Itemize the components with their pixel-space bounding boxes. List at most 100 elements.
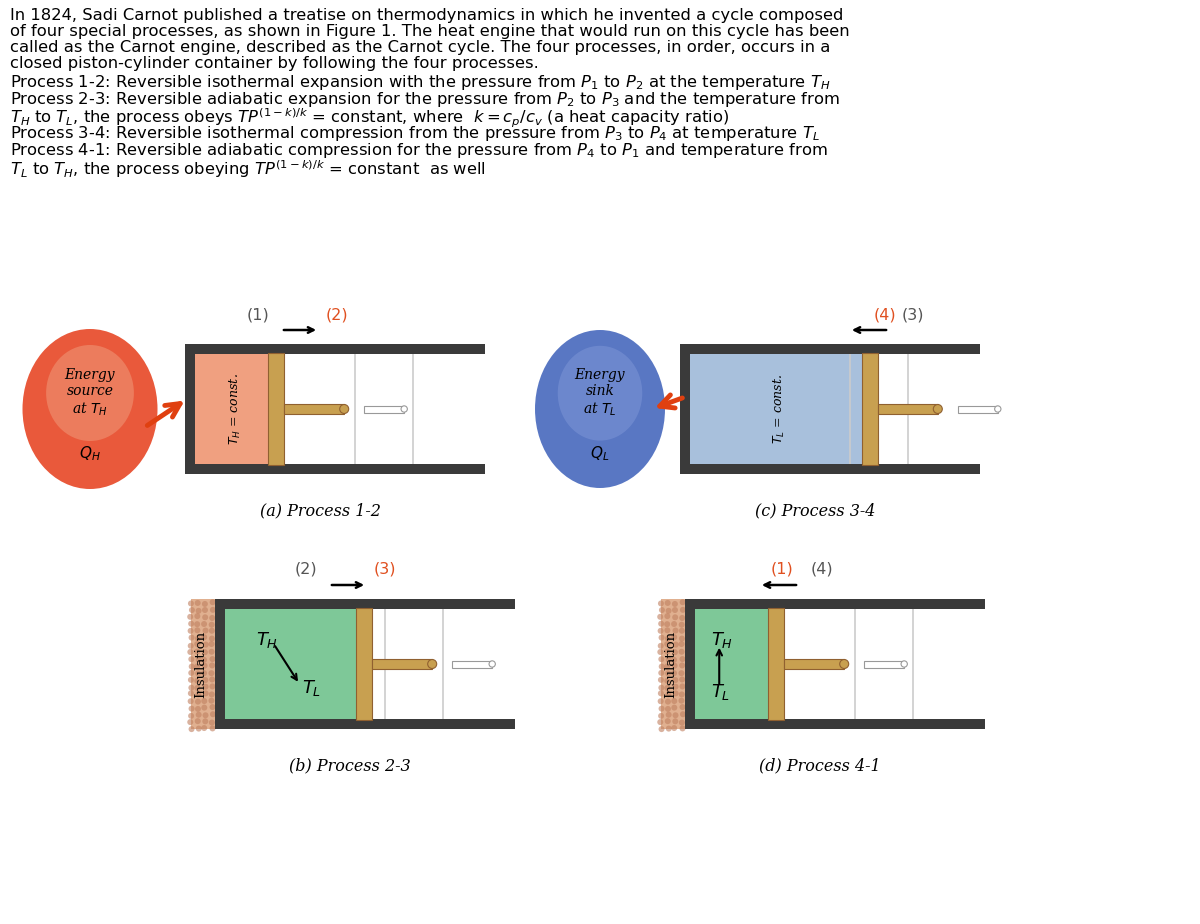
Circle shape <box>672 614 678 620</box>
Circle shape <box>210 599 216 605</box>
Circle shape <box>196 671 202 676</box>
Circle shape <box>659 663 665 670</box>
Circle shape <box>665 649 671 654</box>
Text: $T_H$ to $T_L$, the process obeys $TP^{(1-k)/k}$ = constant, where  $k = c_p/c_v: $T_H$ to $T_L$, the process obeys $TP^{(… <box>10 107 730 130</box>
Circle shape <box>194 678 200 684</box>
Circle shape <box>658 643 664 649</box>
Circle shape <box>188 607 194 613</box>
Circle shape <box>679 599 685 605</box>
Circle shape <box>659 726 665 732</box>
Circle shape <box>202 650 208 655</box>
Circle shape <box>671 621 677 627</box>
Circle shape <box>665 636 671 641</box>
Ellipse shape <box>558 346 642 441</box>
Text: $T_L$: $T_L$ <box>301 678 320 699</box>
Circle shape <box>672 684 678 689</box>
Text: Process 2-3: Reversible adiabatic expansion for the pressure from $P_2$ to $P_3$: Process 2-3: Reversible adiabatic expans… <box>10 90 840 109</box>
Circle shape <box>209 691 215 698</box>
Circle shape <box>659 635 665 640</box>
Text: (4): (4) <box>874 307 896 322</box>
Text: Process 3-4: Reversible isothermal compression from the pressure from $P_3$ to $: Process 3-4: Reversible isothermal compr… <box>10 124 820 143</box>
Text: $T_L$ = const.: $T_L$ = const. <box>773 374 787 444</box>
Circle shape <box>187 719 193 725</box>
Text: (2): (2) <box>294 562 317 577</box>
Circle shape <box>665 614 671 619</box>
Circle shape <box>671 670 677 676</box>
Circle shape <box>202 663 208 669</box>
Circle shape <box>209 720 215 725</box>
Circle shape <box>196 691 202 698</box>
Text: $T_L$: $T_L$ <box>712 682 731 701</box>
Circle shape <box>210 684 216 689</box>
Circle shape <box>658 699 664 704</box>
Circle shape <box>679 663 685 668</box>
Bar <box>365 609 515 719</box>
Circle shape <box>658 649 664 655</box>
Circle shape <box>665 685 671 691</box>
Circle shape <box>209 641 215 647</box>
Circle shape <box>679 725 685 732</box>
Circle shape <box>659 706 665 711</box>
Circle shape <box>194 600 200 606</box>
Circle shape <box>188 690 194 697</box>
Circle shape <box>209 670 215 676</box>
Bar <box>226 609 365 719</box>
Circle shape <box>202 614 208 620</box>
Circle shape <box>202 705 208 711</box>
Circle shape <box>203 712 209 718</box>
Bar <box>685 599 695 729</box>
Circle shape <box>658 627 664 634</box>
Circle shape <box>658 690 664 697</box>
Ellipse shape <box>427 660 437 668</box>
Bar <box>356 608 372 720</box>
Circle shape <box>203 641 209 648</box>
Circle shape <box>202 670 208 676</box>
Circle shape <box>203 684 209 689</box>
Text: (4): (4) <box>811 562 834 577</box>
Circle shape <box>658 677 664 683</box>
Bar <box>215 719 515 729</box>
Circle shape <box>210 656 216 663</box>
Circle shape <box>194 718 200 724</box>
Circle shape <box>672 712 678 718</box>
Bar <box>690 354 870 464</box>
Text: $T_H$: $T_H$ <box>256 630 277 650</box>
Circle shape <box>209 649 215 655</box>
Circle shape <box>665 671 671 676</box>
Ellipse shape <box>995 406 1001 412</box>
Bar <box>372 659 432 669</box>
Circle shape <box>658 713 664 719</box>
Circle shape <box>673 641 679 648</box>
Bar <box>695 609 776 719</box>
Circle shape <box>188 601 194 606</box>
Circle shape <box>194 685 200 691</box>
Text: $Q_H$: $Q_H$ <box>79 444 101 463</box>
Circle shape <box>187 627 193 634</box>
Bar <box>870 354 980 464</box>
Circle shape <box>679 627 685 634</box>
Circle shape <box>187 643 193 649</box>
Circle shape <box>671 725 677 731</box>
Circle shape <box>666 725 672 732</box>
Circle shape <box>196 711 202 718</box>
Text: In 1824, Sadi Carnot published a treatise on thermodynamics in which he invented: In 1824, Sadi Carnot published a treatis… <box>10 8 844 23</box>
Circle shape <box>210 607 216 613</box>
Circle shape <box>659 656 665 663</box>
Text: $T_H$ = const.: $T_H$ = const. <box>228 373 244 445</box>
Ellipse shape <box>23 329 157 489</box>
Circle shape <box>209 663 215 668</box>
Bar <box>185 344 194 474</box>
Text: (3): (3) <box>902 307 924 322</box>
Text: (1): (1) <box>770 562 793 577</box>
Circle shape <box>672 650 678 655</box>
Circle shape <box>188 621 194 626</box>
Text: Process 1-2: Reversible isothermal expansion with the pressure from $P_1$ to $P_: Process 1-2: Reversible isothermal expan… <box>10 73 830 92</box>
Circle shape <box>194 649 200 654</box>
Circle shape <box>666 608 672 614</box>
Circle shape <box>665 718 671 724</box>
Bar <box>680 344 980 354</box>
Circle shape <box>203 677 209 683</box>
Circle shape <box>196 657 202 663</box>
Circle shape <box>666 691 672 698</box>
Circle shape <box>210 711 216 717</box>
